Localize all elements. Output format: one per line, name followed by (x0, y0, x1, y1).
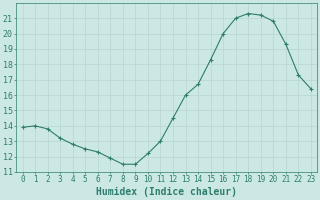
X-axis label: Humidex (Indice chaleur): Humidex (Indice chaleur) (96, 187, 237, 197)
